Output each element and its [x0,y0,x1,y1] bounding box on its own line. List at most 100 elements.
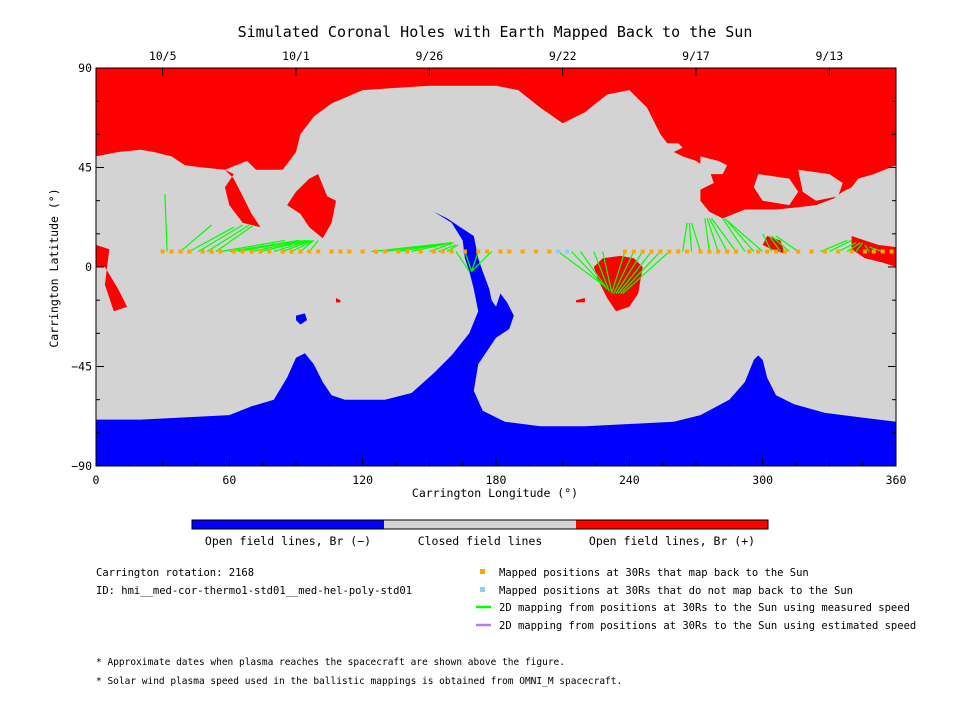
colorbar-segment-2 [576,520,768,529]
mapping-line-49 [768,235,781,252]
legend-unmapped-swatch [480,587,485,592]
mapped-position-36 [547,249,552,254]
mapping-line-58 [869,246,883,253]
mapped-position-41 [658,249,663,254]
legend: Mapped positions at 30Rs that map back t… [476,567,916,632]
mapping-line-57 [864,244,870,252]
mapped-position-48 [725,249,730,254]
open-negative-region-0 [96,211,896,466]
mapping-line-2 [189,226,235,253]
date-tick-label-4: 9/17 [682,49,710,63]
mapping-line-11 [273,239,310,253]
closed-island-2 [202,167,225,188]
mapping-line-1 [180,224,212,252]
mapped-position-61 [871,249,876,254]
mapped-position-9 [249,249,254,254]
colorbar-label-1: Closed field lines [418,534,543,548]
mapped-position-59 [849,249,854,254]
open-positive-region-0 [96,68,896,219]
mapped-position-40 [649,249,654,254]
mapped-position-4 [200,249,205,254]
y-tick-label-4: −90 [71,459,92,473]
mapped-position-29 [462,249,467,254]
closed-island-7 [856,178,888,201]
mapped-position-28 [449,249,454,254]
mapped-position-8 [240,249,245,254]
carrington-rotation-note: Carrington rotation: 2168 [96,567,254,579]
mapped-position-18 [338,249,343,254]
mapped-position-35 [534,249,538,254]
mapped-position-5 [209,249,214,254]
open-field-positive-regions [96,68,896,312]
closed-island-6 [798,169,843,201]
x-tick-label-2: 120 [352,473,373,487]
mapped-position-21 [374,249,378,254]
mapping-line-54 [837,242,857,253]
mapping-line-30 [593,251,610,292]
mapped-position-37 [622,249,627,254]
mapped-position-2 [178,249,183,254]
mapped-position-13 [289,249,294,254]
mapping-line-27 [557,251,604,286]
mapped-position-51 [756,249,761,254]
mapped-position-3 [187,249,192,254]
mapped-position-53 [774,249,778,254]
mapped-position-24 [405,249,410,254]
colorbar-segment-1 [384,520,576,529]
mapping-line-23 [455,251,470,272]
mapped-position-23 [396,249,401,254]
mapping-line-28 [571,251,606,288]
mapped-position-39 [640,249,645,254]
mapped-position-16 [316,249,321,254]
model-id-note: ID: hmi__med-cor-thermo1-std01__med-hel-… [96,585,412,597]
mapping-line-53 [829,239,852,253]
closed-island-5 [753,174,799,206]
mapping-line-55 [846,242,861,253]
y-tick-label-2: 0 [85,260,92,274]
date-tick-label-0: 10/5 [149,49,177,63]
mapped-position-49 [734,249,738,254]
mapping-line-6 [220,239,285,253]
y-axis-label: Carrington Latitude (°) [47,188,61,347]
mapped-position-44 [685,249,690,254]
legend-estimated-label: 2D mapping from positions at 30Rs to the… [499,620,916,632]
closed-island-3 [664,143,683,152]
colorbar-label-2: Open field lines, Br (+) [589,534,755,548]
colorbar: Open field lines, Br (−) Closed field lin… [191,519,769,548]
mapped-position-38 [631,249,636,254]
mapped-position-57 [822,249,827,254]
mapping-line-25 [470,251,479,272]
open-positive-region-8 [576,298,585,303]
mapped-position-43 [676,249,681,254]
date-tick-label-5: 9/13 [815,49,843,63]
mapping-line-32 [610,251,626,294]
mapped-position-63 [889,249,894,254]
footnote-speed: * Solar wind plasma speed used in the ba… [96,676,622,687]
mapping-line-36 [620,251,661,294]
mapped-position-12 [280,249,285,254]
mapped-position-25 [418,249,423,254]
open-positive-region-1 [287,174,336,239]
mapped-position-46 [707,249,712,254]
mapping-line-26 [471,251,492,272]
open-field-negative-regions [96,211,896,466]
closed-field-islands [184,143,888,206]
mapped-position-62 [880,249,885,254]
mapped-position-6 [218,249,223,254]
open-positive-region-2 [224,169,261,228]
unmapped-position-0 [556,249,561,254]
colorbar-frame [191,519,769,530]
mapped-position-20 [360,249,365,254]
date-tick-label-2: 9/26 [415,49,443,63]
open-positive-region-3 [96,244,128,312]
y-tick-label-0: 90 [78,61,92,75]
mapping-line-0 [164,194,168,252]
mapping-line-42 [706,218,719,252]
mapped-position-22 [382,249,387,254]
mapped-position-56 [809,249,814,254]
mapping-line-46 [724,217,755,252]
open-positive-region-7 [336,298,341,303]
mapping-line-45 [722,218,746,252]
mapping-line-13 [291,239,315,253]
